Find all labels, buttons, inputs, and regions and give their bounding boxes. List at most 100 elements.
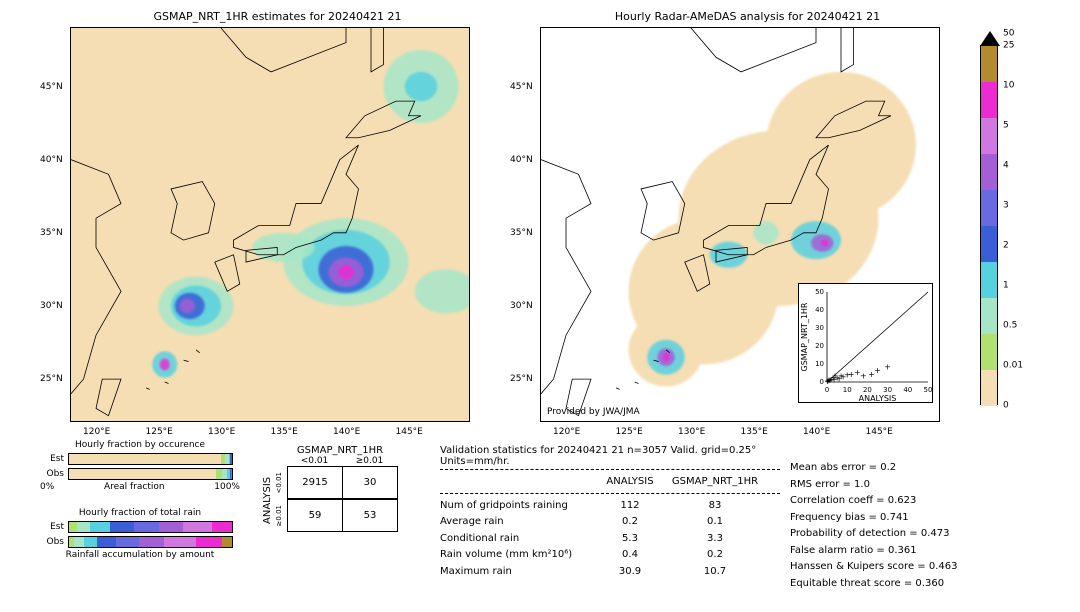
colorbar-cap-icon <box>980 31 1000 46</box>
provided-label: Provided by JWA/JMA <box>547 407 640 417</box>
lat-tick-label: 45°N <box>510 82 533 92</box>
cont-cell-00: 2915 <box>288 467 343 499</box>
stats-v2: 3.3 <box>670 531 760 548</box>
lat-tick-label: 40°N <box>510 155 533 165</box>
stats-row: Average rain0.20.1 <box>440 514 780 531</box>
lat-tick-label: 35°N <box>510 228 533 238</box>
bar-row-label: Obs <box>40 537 68 547</box>
colorbar-label: 0.01 <box>1003 362 1023 371</box>
occurrence-chart: Hourly fraction by occurence EstObs 0% A… <box>40 440 240 492</box>
scatter-inset: 0010102020303040405050++++++++++++++++++… <box>798 283 933 403</box>
totalrain-footer: Rainfall accumulation by amount <box>40 550 240 560</box>
bar-segment <box>74 537 84 547</box>
bar-segment <box>134 522 158 532</box>
svg-text:30: 30 <box>883 386 892 394</box>
metric-row: Hanssen & Kuipers score = 0.463 <box>790 559 957 576</box>
metrics-list: Mean abs error = 0.2RMS error = 1.0Corre… <box>790 460 957 592</box>
colorbar-label: 4 <box>1003 162 1009 171</box>
bar-track <box>68 468 233 480</box>
lon-tick-label: 125°E <box>146 427 173 437</box>
lat-tick-label: 30°N <box>40 301 63 311</box>
svg-text:0: 0 <box>825 386 829 394</box>
cont-row-0: <0.01 <box>275 472 287 493</box>
lon-tick-label: 130°E <box>208 427 235 437</box>
bar-segment <box>196 537 222 547</box>
colorbar-segment <box>981 190 997 226</box>
svg-text:+: + <box>874 366 881 375</box>
bar-segment <box>159 522 183 532</box>
bar-segment <box>69 454 221 464</box>
colorbar-label: 3 <box>1003 202 1009 211</box>
totalrain-chart: Hourly fraction of total rain EstObs Rai… <box>40 508 240 560</box>
colorbar-label: 10 <box>1003 82 1014 91</box>
lon-tick-label: 135°E <box>271 427 298 437</box>
colorbar-label: 2 <box>1003 242 1009 251</box>
bar-segment <box>77 522 90 532</box>
bar-row: Obs <box>40 467 240 481</box>
validation-figure: GSMAP_NRT_1HR estimates for 20240421 21 … <box>0 0 1080 612</box>
colorbar-segment <box>981 118 997 154</box>
colorbar-segment <box>981 154 997 190</box>
lon-tick-label: 145°E <box>866 427 893 437</box>
stats-col2: GSMAP_NRT_1HR <box>670 474 760 491</box>
lon-tick-label: 140°E <box>803 427 830 437</box>
right-map-title: Hourly Radar-AMeDAS analysis for 2024042… <box>540 10 955 23</box>
colorbar-label: 25 <box>1003 42 1014 51</box>
cont-row-header: ANALYSIS <box>260 468 275 532</box>
bar-row-label: Est <box>40 522 68 532</box>
lon-tick-label: 140°E <box>333 427 360 437</box>
stats-v2: 83 <box>670 498 760 515</box>
colorbar-segment <box>981 262 997 298</box>
stats-v1: 30.9 <box>590 564 670 581</box>
bar-segment <box>97 537 117 547</box>
bar-segment <box>69 522 77 532</box>
stats-v1: 0.4 <box>590 547 670 564</box>
colorbar-segment <box>981 226 997 262</box>
stats-v2: 0.1 <box>670 514 760 531</box>
stats-divider-top <box>440 469 780 470</box>
left-map-plot <box>70 27 470 422</box>
colorbar-segment <box>981 46 997 82</box>
bar-track <box>68 453 233 465</box>
stats-divider-mid <box>440 493 780 494</box>
stats-col1: ANALYSIS <box>590 474 670 491</box>
stats-key: Num of gridpoints raining <box>440 498 590 515</box>
lon-tick-label: 145°E <box>396 427 423 437</box>
svg-text:50: 50 <box>815 288 824 296</box>
metric-row: RMS error = 1.0 <box>790 477 957 494</box>
svg-text:50: 50 <box>924 386 933 394</box>
lat-tick-label: 30°N <box>510 301 533 311</box>
svg-text:10: 10 <box>815 360 824 368</box>
stats-v1: 0.2 <box>590 514 670 531</box>
svg-text:ANALYSIS: ANALYSIS <box>859 394 897 403</box>
svg-text:30: 30 <box>815 324 824 332</box>
svg-text:+: + <box>860 372 867 381</box>
bar-row: Obs <box>40 535 240 549</box>
bar-segment <box>183 522 212 532</box>
stats-row: Num of gridpoints raining11283 <box>440 498 780 515</box>
colorbar-label: 1 <box>1003 282 1009 291</box>
cont-cell-01: 30 <box>343 467 398 499</box>
bar-track <box>68 536 233 548</box>
stats-v2: 10.7 <box>670 564 760 581</box>
svg-text:20: 20 <box>863 386 872 394</box>
colorbar-segment <box>981 370 997 406</box>
bar-segment <box>110 522 134 532</box>
cont-cell-11: 53 <box>343 500 398 532</box>
stats-key: Rain volume (mm km²10⁶) <box>440 547 590 564</box>
bar-segment <box>212 522 232 532</box>
colorbar-segment <box>981 298 997 334</box>
stats-v2: 0.2 <box>670 547 760 564</box>
lon-tick-label: 120°E <box>553 427 580 437</box>
stats-row: Conditional rain5.33.3 <box>440 531 780 548</box>
lon-tick-label: 125°E <box>616 427 643 437</box>
svg-text:+: + <box>884 363 891 372</box>
colorbar-label: 5 <box>1003 122 1009 131</box>
bar-segment <box>69 469 216 479</box>
bar-segment <box>164 537 197 547</box>
colorbar-label: 50 <box>1003 30 1014 39</box>
bar-row: Est <box>40 520 240 534</box>
scatter-svg: 0010102020303040405050++++++++++++++++++… <box>799 284 934 404</box>
left-map-panel: GSMAP_NRT_1HR estimates for 20240421 21 … <box>70 10 485 422</box>
colorbar-segment <box>981 82 997 118</box>
